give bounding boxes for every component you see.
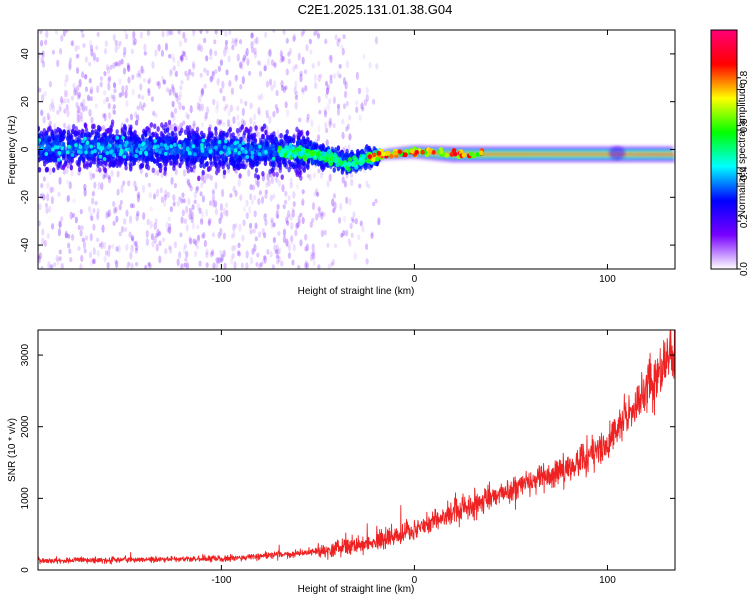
snr-y-label: SNR (10 * v/v) bbox=[7, 418, 18, 482]
spectrogram-peak-band bbox=[530, 153, 675, 156]
x-tick-label: -100 bbox=[211, 575, 231, 586]
x-tick-label: 0 bbox=[412, 274, 418, 285]
snr-frame bbox=[37, 329, 676, 571]
spectrogram-core-band bbox=[38, 119, 388, 182]
colorbar-ticks: 0.0 0.2 0.4 0.6 0.8 bbox=[737, 70, 750, 276]
snr-x-label: Height of straight line (km) bbox=[298, 584, 415, 595]
spectrogram-y-ticks: -40 -20 0 20 40 bbox=[20, 48, 675, 252]
snr-series bbox=[38, 330, 675, 565]
spectrogram-heatmap bbox=[38, 30, 675, 269]
y-tick-label: 1000 bbox=[20, 487, 31, 510]
spectrogram-y-label: Frequency (Hz) bbox=[7, 116, 18, 185]
y-tick-label: 40 bbox=[20, 48, 31, 60]
y-tick-label: 0 bbox=[20, 567, 31, 573]
spectrogram-x-label: Height of straight line (km) bbox=[298, 286, 415, 297]
colorbar: 0.0 0.2 0.4 0.6 0.8 Normalized spectral ampl… bbox=[710, 29, 750, 276]
y-tick-label: 2000 bbox=[20, 415, 31, 438]
spectrogram-x-ticks: -100 0 100 bbox=[211, 30, 616, 285]
colorbar-tick-label: 0.4 bbox=[739, 166, 750, 180]
colorbar-scale bbox=[711, 30, 737, 269]
snr-line bbox=[38, 330, 675, 565]
colorbar-tick-label: 0.8 bbox=[739, 70, 750, 84]
y-tick-label: -20 bbox=[20, 190, 31, 205]
spectrogram-panel: -100 0 100 -40 -20 0 20 40 Height of straight … bbox=[7, 29, 676, 297]
y-tick-label: -40 bbox=[20, 237, 31, 252]
x-tick-label: 0 bbox=[412, 575, 418, 586]
x-tick-label: -100 bbox=[211, 274, 231, 285]
x-tick-label: 100 bbox=[599, 575, 616, 586]
snr-x-ticks: -100 0 100 bbox=[211, 330, 616, 586]
snr-y-ticks: 0 1000 2000 3000 bbox=[20, 344, 675, 573]
colorbar-tick-label: 0.0 bbox=[739, 262, 750, 276]
colorbar-frame bbox=[710, 29, 738, 270]
figure-title: C2E1.2025.131.01.38.G04 bbox=[298, 2, 453, 17]
x-tick-label: 100 bbox=[599, 274, 616, 285]
y-tick-label: 0 bbox=[20, 146, 31, 152]
colorbar-label: Normalized spectral amplitude bbox=[737, 82, 748, 217]
colorbar-tick-label: 0.2 bbox=[739, 214, 750, 228]
y-tick-label: 3000 bbox=[20, 344, 31, 367]
colorbar-tick-label: 0.6 bbox=[739, 118, 750, 132]
y-tick-label: 20 bbox=[20, 96, 31, 108]
snr-panel: -100 0 100 0 1000 2000 3000 Height of straigh… bbox=[7, 329, 676, 595]
